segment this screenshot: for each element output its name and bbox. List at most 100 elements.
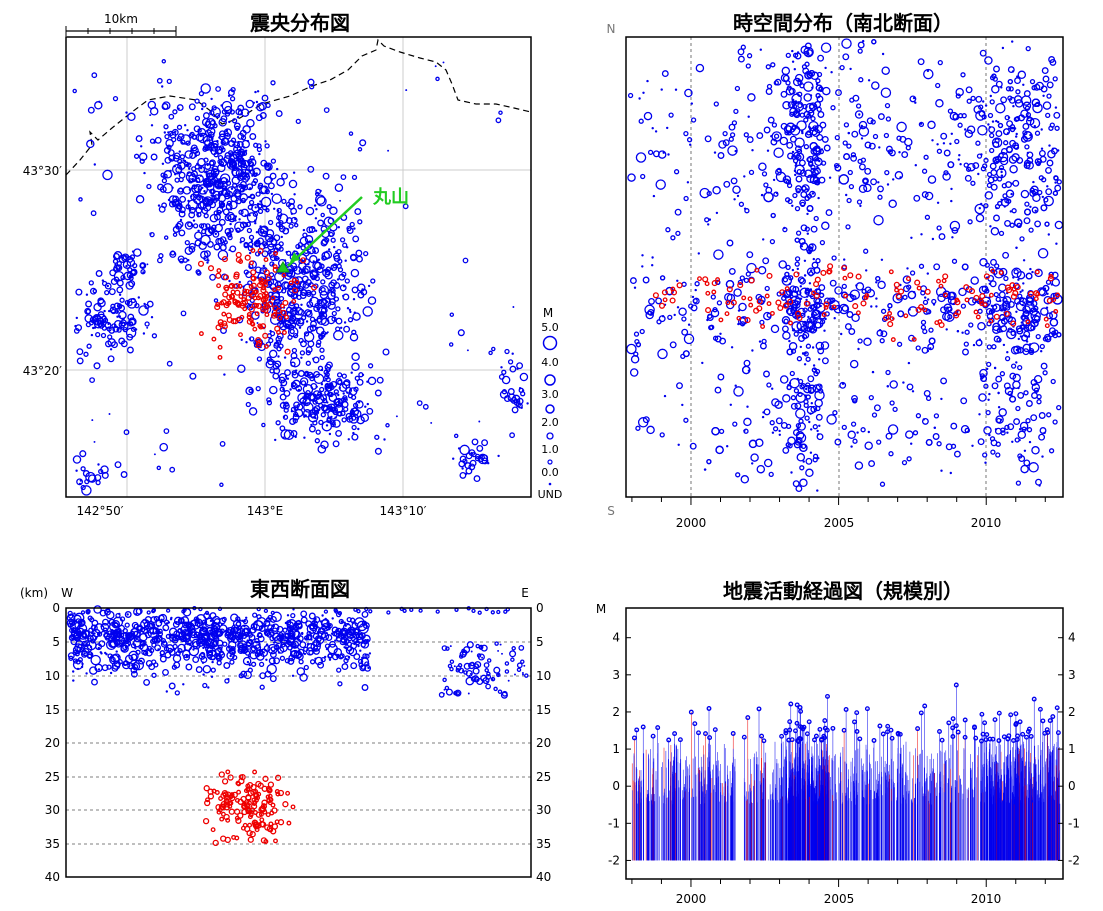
epicenter-point bbox=[137, 296, 140, 299]
deep-spacetime-point bbox=[942, 292, 948, 298]
epicenter-point bbox=[500, 366, 503, 369]
spacetime-point bbox=[1054, 181, 1057, 184]
spacetime-point bbox=[1009, 126, 1016, 133]
spacetime-point bbox=[1002, 251, 1010, 259]
deep-spacetime-point bbox=[1034, 269, 1040, 275]
deep-epicenter-point bbox=[215, 302, 221, 307]
epicenter-point bbox=[73, 328, 80, 334]
hypocenter-point bbox=[202, 682, 208, 689]
spacetime-point bbox=[868, 460, 876, 468]
hypocenter-point bbox=[328, 658, 332, 661]
epicenter-point bbox=[178, 187, 184, 193]
spacetime-point bbox=[725, 279, 735, 289]
spacetime-point bbox=[922, 418, 925, 421]
epicenter-point bbox=[184, 221, 194, 230]
epicenter-point bbox=[205, 223, 211, 229]
spacetime-point bbox=[1000, 96, 1008, 104]
epicenter-point bbox=[202, 144, 209, 151]
hypocenter-point bbox=[497, 673, 500, 676]
spacetime-point bbox=[906, 383, 914, 391]
spacetime-point bbox=[772, 178, 776, 182]
epicenter-point bbox=[126, 346, 134, 354]
hypocenter-point bbox=[274, 644, 280, 650]
epicenter-point bbox=[118, 310, 127, 320]
deep-epicenter-point bbox=[226, 294, 233, 301]
epicenter-point bbox=[333, 389, 339, 395]
deep-epicenter-point bbox=[246, 312, 252, 317]
spacetime-point bbox=[638, 97, 641, 100]
hypocenter-point bbox=[298, 659, 304, 665]
epicenter-point bbox=[130, 297, 136, 304]
spacetime-point bbox=[805, 298, 808, 302]
spacetime-point bbox=[974, 203, 985, 215]
spacetime-point bbox=[999, 299, 1002, 303]
spacetime-point bbox=[1022, 301, 1026, 304]
hypocenter-point bbox=[204, 610, 210, 616]
epicenter-point bbox=[184, 263, 192, 272]
spacetime-point bbox=[761, 171, 768, 177]
epicenter-point bbox=[337, 393, 340, 397]
spacetime-point bbox=[1026, 151, 1034, 159]
epicenter-point bbox=[227, 213, 237, 223]
hypocenter-point bbox=[154, 644, 162, 652]
spacetime-point bbox=[907, 306, 919, 317]
deep-spacetime-point bbox=[922, 307, 928, 313]
deep-epicenter-point bbox=[252, 289, 258, 295]
hypocenter-point bbox=[212, 635, 220, 643]
spacetime-point bbox=[986, 361, 992, 368]
epicenter-point bbox=[328, 432, 332, 436]
deep-hypocenter-point bbox=[262, 809, 268, 815]
spacetime-point bbox=[794, 261, 800, 267]
epicenter-point bbox=[259, 228, 265, 234]
hypocenter-point bbox=[503, 609, 508, 614]
epicenter-point bbox=[252, 172, 258, 178]
spacetime-point bbox=[995, 296, 1001, 303]
epicenter-point bbox=[357, 219, 363, 225]
epicenter-point bbox=[335, 306, 341, 312]
deep-spacetime-point bbox=[1025, 319, 1031, 325]
hypocenter-point bbox=[247, 638, 254, 645]
epicenter-point bbox=[303, 331, 310, 337]
epicenter-point bbox=[217, 163, 226, 173]
spacetime-point bbox=[905, 145, 911, 151]
hypocenter-point bbox=[110, 628, 114, 632]
epicenter-point bbox=[217, 213, 220, 216]
epicenter-point bbox=[246, 212, 258, 223]
epicenter-point bbox=[179, 154, 186, 160]
spacetime-point bbox=[1033, 374, 1043, 384]
spacetime-point bbox=[683, 333, 695, 345]
spacetime-point bbox=[1039, 427, 1047, 434]
epicenter-point bbox=[275, 257, 278, 260]
deep-spacetime-point bbox=[764, 293, 770, 299]
epicenter-point bbox=[224, 192, 228, 195]
spacetime-point bbox=[846, 311, 854, 318]
spacetime-point bbox=[726, 445, 729, 448]
hypocenter-point bbox=[131, 662, 141, 671]
spacetime-point bbox=[707, 223, 710, 226]
spacetime-point bbox=[1038, 175, 1044, 181]
deep-spacetime-point bbox=[887, 321, 894, 328]
spacetime-point bbox=[652, 194, 656, 198]
spacetime-point bbox=[996, 337, 1002, 343]
epicenter-point bbox=[313, 204, 317, 207]
spacetime-point bbox=[805, 382, 811, 388]
epicenter-point bbox=[293, 222, 299, 228]
epicenter-point bbox=[205, 118, 216, 129]
spacetime-point bbox=[1010, 330, 1016, 337]
deep-spacetime-point bbox=[803, 300, 810, 307]
spacetime-point bbox=[1028, 342, 1040, 353]
spacetime-point bbox=[881, 66, 890, 75]
deep-epicenter-point bbox=[250, 282, 257, 289]
magnitude-legend: M 5.0 4.0 3.0 2.0 1.0 0.0 UND bbox=[538, 306, 563, 501]
epicenter-point bbox=[309, 316, 316, 322]
spacetime-title: 時空間分布（南北断面） bbox=[733, 11, 953, 35]
hypocenter-point bbox=[313, 647, 320, 655]
epicenter-point bbox=[143, 171, 146, 175]
deep-spacetime-point bbox=[725, 300, 731, 306]
spacetime-point bbox=[799, 384, 805, 390]
epicenter-point bbox=[80, 484, 86, 491]
hypocenter-point bbox=[211, 632, 219, 640]
epicenter-point bbox=[302, 232, 308, 238]
spacetime-point bbox=[791, 268, 795, 272]
epicenter-point bbox=[178, 150, 181, 153]
